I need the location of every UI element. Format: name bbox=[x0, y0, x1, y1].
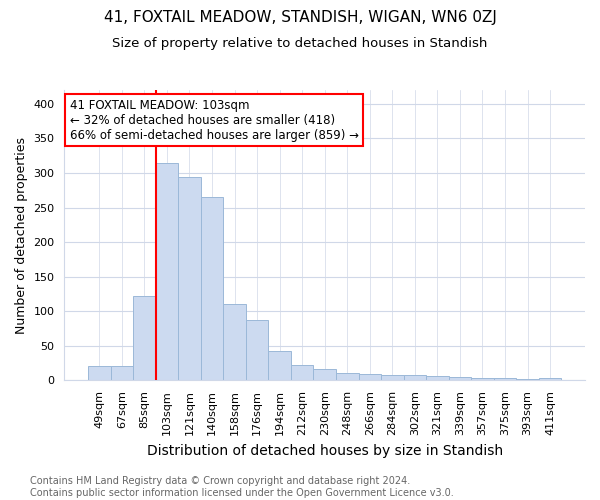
Bar bbox=[449, 377, 471, 380]
Bar bbox=[268, 350, 291, 380]
Bar bbox=[178, 177, 201, 380]
Y-axis label: Number of detached properties: Number of detached properties bbox=[15, 136, 28, 334]
Bar bbox=[404, 376, 426, 380]
Bar bbox=[201, 197, 223, 380]
Bar bbox=[516, 379, 539, 380]
Bar bbox=[494, 378, 516, 380]
Bar bbox=[381, 375, 404, 380]
Text: 41 FOXTAIL MEADOW: 103sqm
← 32% of detached houses are smaller (418)
66% of semi: 41 FOXTAIL MEADOW: 103sqm ← 32% of detac… bbox=[70, 98, 359, 142]
Bar bbox=[110, 366, 133, 380]
Text: Size of property relative to detached houses in Standish: Size of property relative to detached ho… bbox=[112, 38, 488, 51]
Bar bbox=[155, 164, 178, 380]
Bar bbox=[223, 304, 246, 380]
Bar bbox=[336, 374, 359, 380]
Bar bbox=[246, 320, 268, 380]
Text: Contains HM Land Registry data © Crown copyright and database right 2024.
Contai: Contains HM Land Registry data © Crown c… bbox=[30, 476, 454, 498]
Text: 41, FOXTAIL MEADOW, STANDISH, WIGAN, WN6 0ZJ: 41, FOXTAIL MEADOW, STANDISH, WIGAN, WN6… bbox=[104, 10, 496, 25]
Bar bbox=[88, 366, 110, 380]
X-axis label: Distribution of detached houses by size in Standish: Distribution of detached houses by size … bbox=[146, 444, 503, 458]
Bar bbox=[359, 374, 381, 380]
Bar bbox=[133, 296, 155, 380]
Bar bbox=[313, 368, 336, 380]
Bar bbox=[471, 378, 494, 380]
Bar bbox=[291, 365, 313, 380]
Bar bbox=[426, 376, 449, 380]
Bar bbox=[539, 378, 562, 380]
